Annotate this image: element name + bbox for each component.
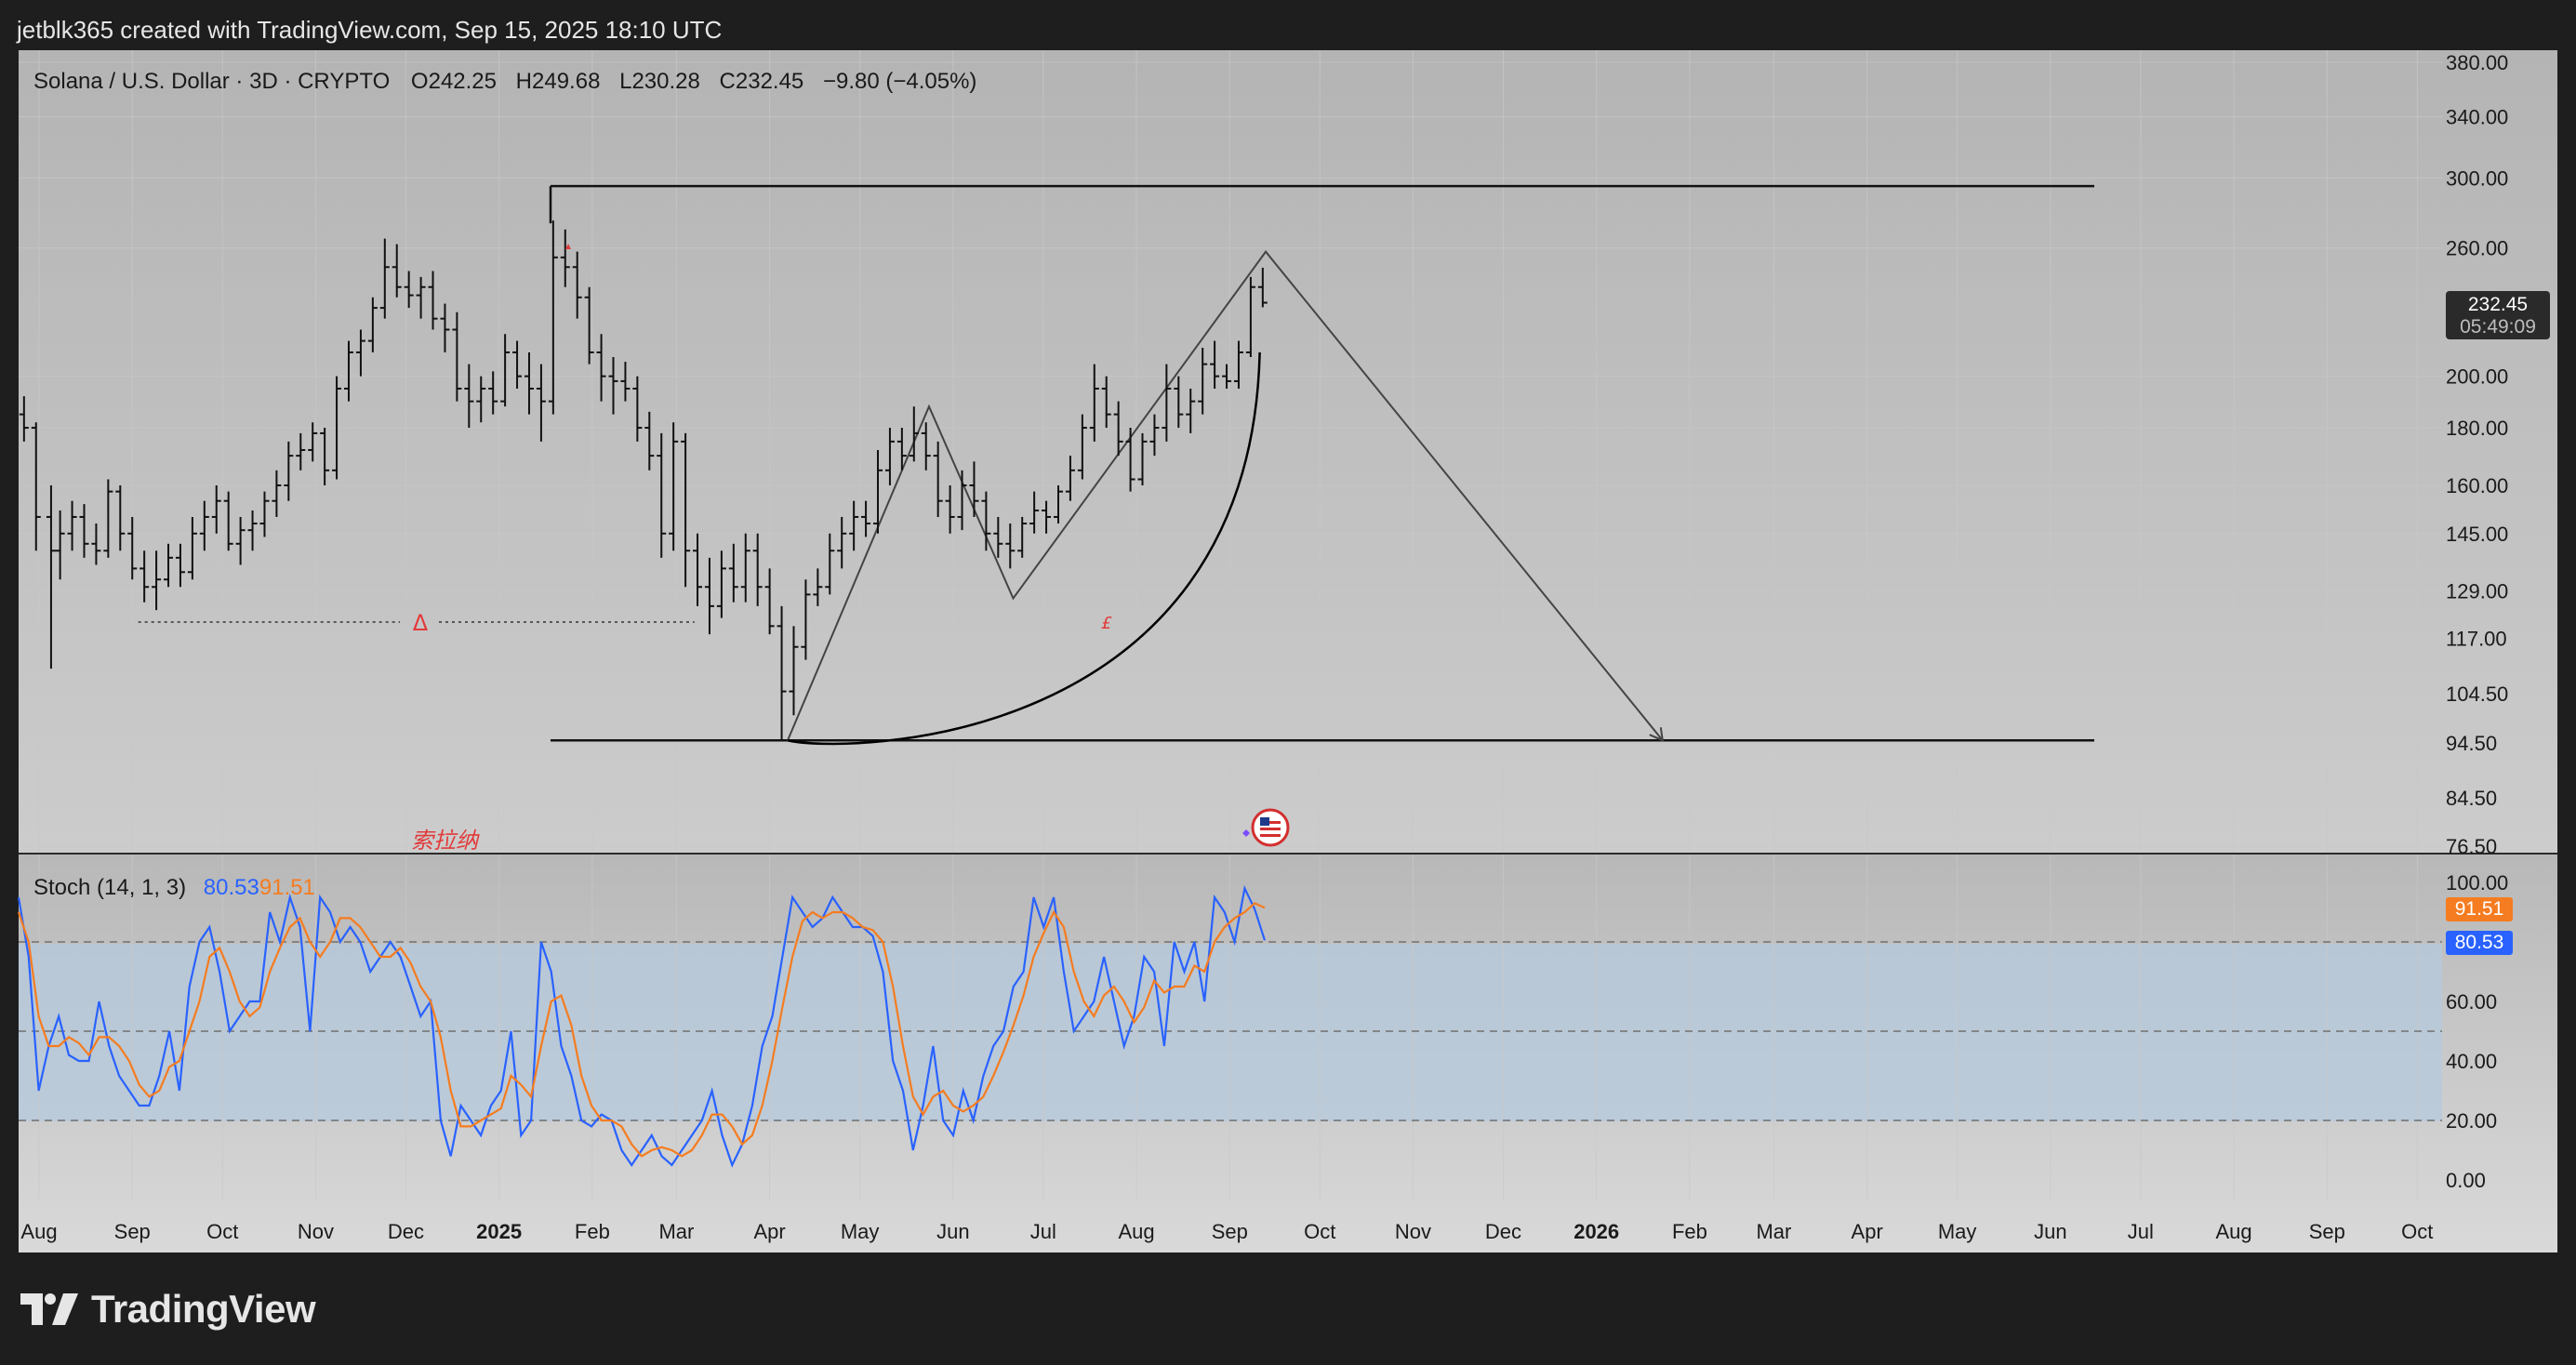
- ohlc-change: −9.80 (−4.05%): [822, 69, 977, 94]
- tradingview-logo-icon: [20, 1293, 78, 1325]
- price-tick-label: 340.00: [2446, 106, 2508, 129]
- time-tick-label: May: [841, 1220, 880, 1243]
- time-tick-label: 2026: [1573, 1220, 1619, 1243]
- time-tick-label: Oct: [2401, 1220, 2433, 1243]
- delta-annotation: Δ: [413, 610, 429, 636]
- price-tick-label: 94.50: [2446, 732, 2497, 755]
- stoch-tick-label: 40.00: [2446, 1050, 2497, 1073]
- stoch-tick-label: 100.00: [2446, 871, 2508, 895]
- time-tick-label: Jun: [2034, 1220, 2066, 1243]
- time-tick-label: Aug: [1118, 1220, 1154, 1243]
- stoch-d-line: [17, 902, 1266, 1158]
- price-tick-label: 104.50: [2446, 682, 2508, 706]
- price-axis: 380.00 340.00 300.00 260.00 200.00 180.00 160.…: [2446, 51, 2508, 858]
- time-tick-label: Jul: [2128, 1220, 2154, 1243]
- ohlc-high-label: H: [515, 69, 533, 94]
- price-tick-label: 180.00: [2446, 417, 2508, 440]
- time-tick-label: Sep: [114, 1220, 151, 1243]
- time-tick-label: May: [1938, 1220, 1977, 1243]
- time-tick-label: 2025: [476, 1220, 522, 1243]
- time-tick-label: Jul: [1030, 1220, 1056, 1243]
- last-price-badge: 232.45 05:49:09: [2446, 291, 2550, 339]
- time-tick-label: Oct: [206, 1220, 238, 1243]
- time-tick-label: Dec: [388, 1220, 424, 1243]
- time-axis: Aug Sep Oct Nov Dec 2025 Feb Mar Apr May Jun Jul Aug…: [20, 1220, 2433, 1243]
- time-tick-label: Aug: [20, 1220, 57, 1243]
- time-tick-label: Oct: [1304, 1220, 1335, 1243]
- price-tick-label: 260.00: [2446, 237, 2508, 260]
- ohlc-open: 242.25: [428, 69, 497, 94]
- chinese-annotation: 索拉纳: [411, 828, 480, 854]
- time-tick-label: Apr: [1852, 1220, 1883, 1243]
- price-tick-label: 145.00: [2446, 523, 2508, 546]
- stoch-k-value: 80.53: [203, 875, 259, 900]
- time-tick-label: Jun: [936, 1220, 969, 1243]
- ohlc-low-label: L: [619, 69, 632, 94]
- annotations: Δ £ 索拉纳: [411, 244, 1112, 854]
- price-tick-label: 160.00: [2446, 474, 2508, 497]
- stoch-legend: Stoch (14, 1, 3) 80.5391.51: [33, 875, 315, 901]
- stoch-label: Stoch (14, 1, 3): [33, 875, 187, 900]
- time-tick-label: Feb: [1672, 1220, 1707, 1243]
- stoch-d-value: 91.51: [259, 875, 315, 900]
- time-tick-label: Nov: [1395, 1220, 1431, 1243]
- price-tick-label: 300.00: [2446, 166, 2508, 190]
- price-tick-label: 200.00: [2446, 365, 2508, 389]
- stoch-lines: [17, 884, 1267, 1168]
- ohlc-close-label: C: [719, 69, 736, 94]
- ohlc-high: 249.68: [532, 69, 601, 94]
- attribution-text: jetblk365 created with TradingView.com, …: [17, 16, 723, 44]
- cup-curve: [787, 351, 1261, 746]
- triangle-pattern-line: [787, 250, 1664, 741]
- brand-name: TradingView: [91, 1287, 316, 1331]
- time-tick-label: Mar: [658, 1220, 694, 1243]
- flag-icon[interactable]: [1242, 808, 1290, 847]
- price-tick-label: 76.50: [2446, 835, 2497, 858]
- price-tick-label: 117.00: [2446, 628, 2507, 651]
- symbol-legend: Solana / U.S. Dollar · 3D · CRYPTO O242.…: [33, 69, 976, 95]
- stoch-k-line: [17, 884, 1267, 1168]
- price-tick-label: 84.50: [2446, 787, 2497, 810]
- tradingview-brand[interactable]: TradingView: [20, 1283, 316, 1335]
- stoch-tick-label: 20.00: [2446, 1109, 2497, 1133]
- candles: [19, 220, 1268, 741]
- symbol-name: Solana / U.S. Dollar · 3D · CRYPTO: [33, 69, 391, 94]
- stoch-tick-label: 60.00: [2446, 990, 2497, 1014]
- stoch-tick-label: 0.00: [2446, 1169, 2486, 1192]
- last-price: 232.45: [2467, 294, 2529, 315]
- time-tick-label: Dec: [1485, 1220, 1521, 1243]
- time-tick-label: Feb: [575, 1220, 610, 1243]
- bar-countdown: 05:49:09: [2460, 316, 2536, 338]
- time-tick-label: Sep: [2309, 1220, 2345, 1243]
- attribution-bar: jetblk365 created with TradingView.com, …: [0, 0, 2576, 50]
- time-tick-label: Mar: [1756, 1220, 1791, 1243]
- grid: [19, 50, 2442, 1199]
- price-tick-label: 129.00: [2446, 579, 2508, 603]
- ohlc-open-label: O: [410, 69, 429, 94]
- small-marker-icon: [565, 244, 571, 249]
- price-tick-label: 380.00: [2446, 51, 2508, 74]
- arrow-head: [1649, 727, 1665, 742]
- drawings: [138, 184, 2094, 746]
- time-tick-label: Sep: [1212, 1220, 1248, 1243]
- time-tick-label: Nov: [298, 1220, 334, 1243]
- stoch-k-badge: 80.53: [2446, 931, 2513, 955]
- ohlc-close: 232.45: [735, 69, 804, 94]
- ohlc-low: 230.28: [631, 69, 700, 94]
- time-tick-label: Apr: [753, 1220, 785, 1243]
- pound-annotation: £: [1101, 614, 1112, 633]
- stoch-d-badge: 91.51: [2446, 897, 2513, 921]
- time-tick-label: Aug: [2216, 1220, 2252, 1243]
- stoch-band-fill: [19, 944, 2442, 1121]
